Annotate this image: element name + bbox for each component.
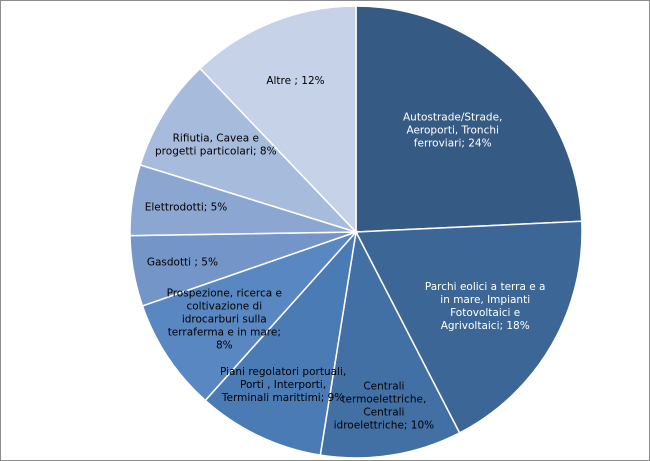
- slice-label-line: Prospezione, ricerca e: [167, 288, 282, 300]
- slice-label-line: termoelettriche,: [341, 394, 426, 406]
- slice-label-line: idrocarburi sulla: [182, 314, 267, 326]
- slice-label-line: Aeroporti, Tronchi: [406, 125, 498, 137]
- slice-label-line: Terminali marittimi; 9%: [221, 392, 344, 404]
- slice-data-label: Centrali termoelettriche, Centrali idroelet…: [334, 381, 435, 432]
- slice-label-line: Centrali: [363, 381, 404, 393]
- slice-label-line: Gasdotti ; 5%: [147, 257, 218, 269]
- slice-label-line: Fotovoltaici e: [450, 307, 520, 319]
- slice-label-line: 8%: [216, 340, 233, 352]
- slice-data-label: Altre ; 12%: [266, 75, 324, 87]
- slice-data-label: Elettrodotti; 5%: [145, 202, 228, 214]
- slice-label-line: Altre ; 12%: [266, 75, 324, 87]
- slice-data-label: Gasdotti ; 5%: [147, 257, 218, 269]
- slice-label-line: in mare, Impianti: [440, 294, 530, 306]
- pie-slice: [354, 220, 583, 434]
- slice-label-line: idroelettriche; 10%: [334, 420, 435, 432]
- pie-slice: [204, 229, 358, 457]
- slice-label-line: Porti , Interporti,: [240, 379, 326, 391]
- slice-label-line: Rifiutia, Cavea e: [173, 133, 259, 145]
- slice-label-line: Autostrade/Strade,: [403, 112, 502, 124]
- slice-label-line: Centrali: [363, 407, 404, 419]
- pie-slice: [139, 67, 359, 234]
- slice-label-line: Agrivoltaici; 18%: [441, 320, 530, 332]
- slice-data-label: Piani regolatori portuali, Porti , Interp…: [220, 366, 346, 404]
- pie-slice: [198, 5, 357, 234]
- slice-data-label: Autostrade/Strade, Aeroporti, Tronchi ferr…: [403, 112, 502, 150]
- slice-data-label: Parchi eolici a terra e a in mare, Impian…: [425, 281, 546, 332]
- slice-label-line: progetti particolari; 8%: [155, 146, 277, 158]
- slice-label-line: coltivazione di: [186, 301, 262, 313]
- pie-slice: [355, 5, 583, 233]
- slice-label-line: Parchi eolici a terra e a: [425, 281, 546, 293]
- slice-label-line: Elettrodotti; 5%: [145, 202, 228, 214]
- pie-slice: [141, 230, 359, 402]
- slice-label-line: ferroviari; 24%: [414, 138, 492, 150]
- slice-label-line: Piani regolatori portuali,: [220, 366, 346, 378]
- pie-slice: [319, 229, 461, 459]
- slice-label-line: terraferma e in mare;: [168, 327, 281, 339]
- slice-data-label: Prospezione, ricerca e coltivazione di idr…: [167, 288, 282, 352]
- slice-data-label: Rifiutia, Cavea e progetti particolari; 8…: [155, 133, 277, 158]
